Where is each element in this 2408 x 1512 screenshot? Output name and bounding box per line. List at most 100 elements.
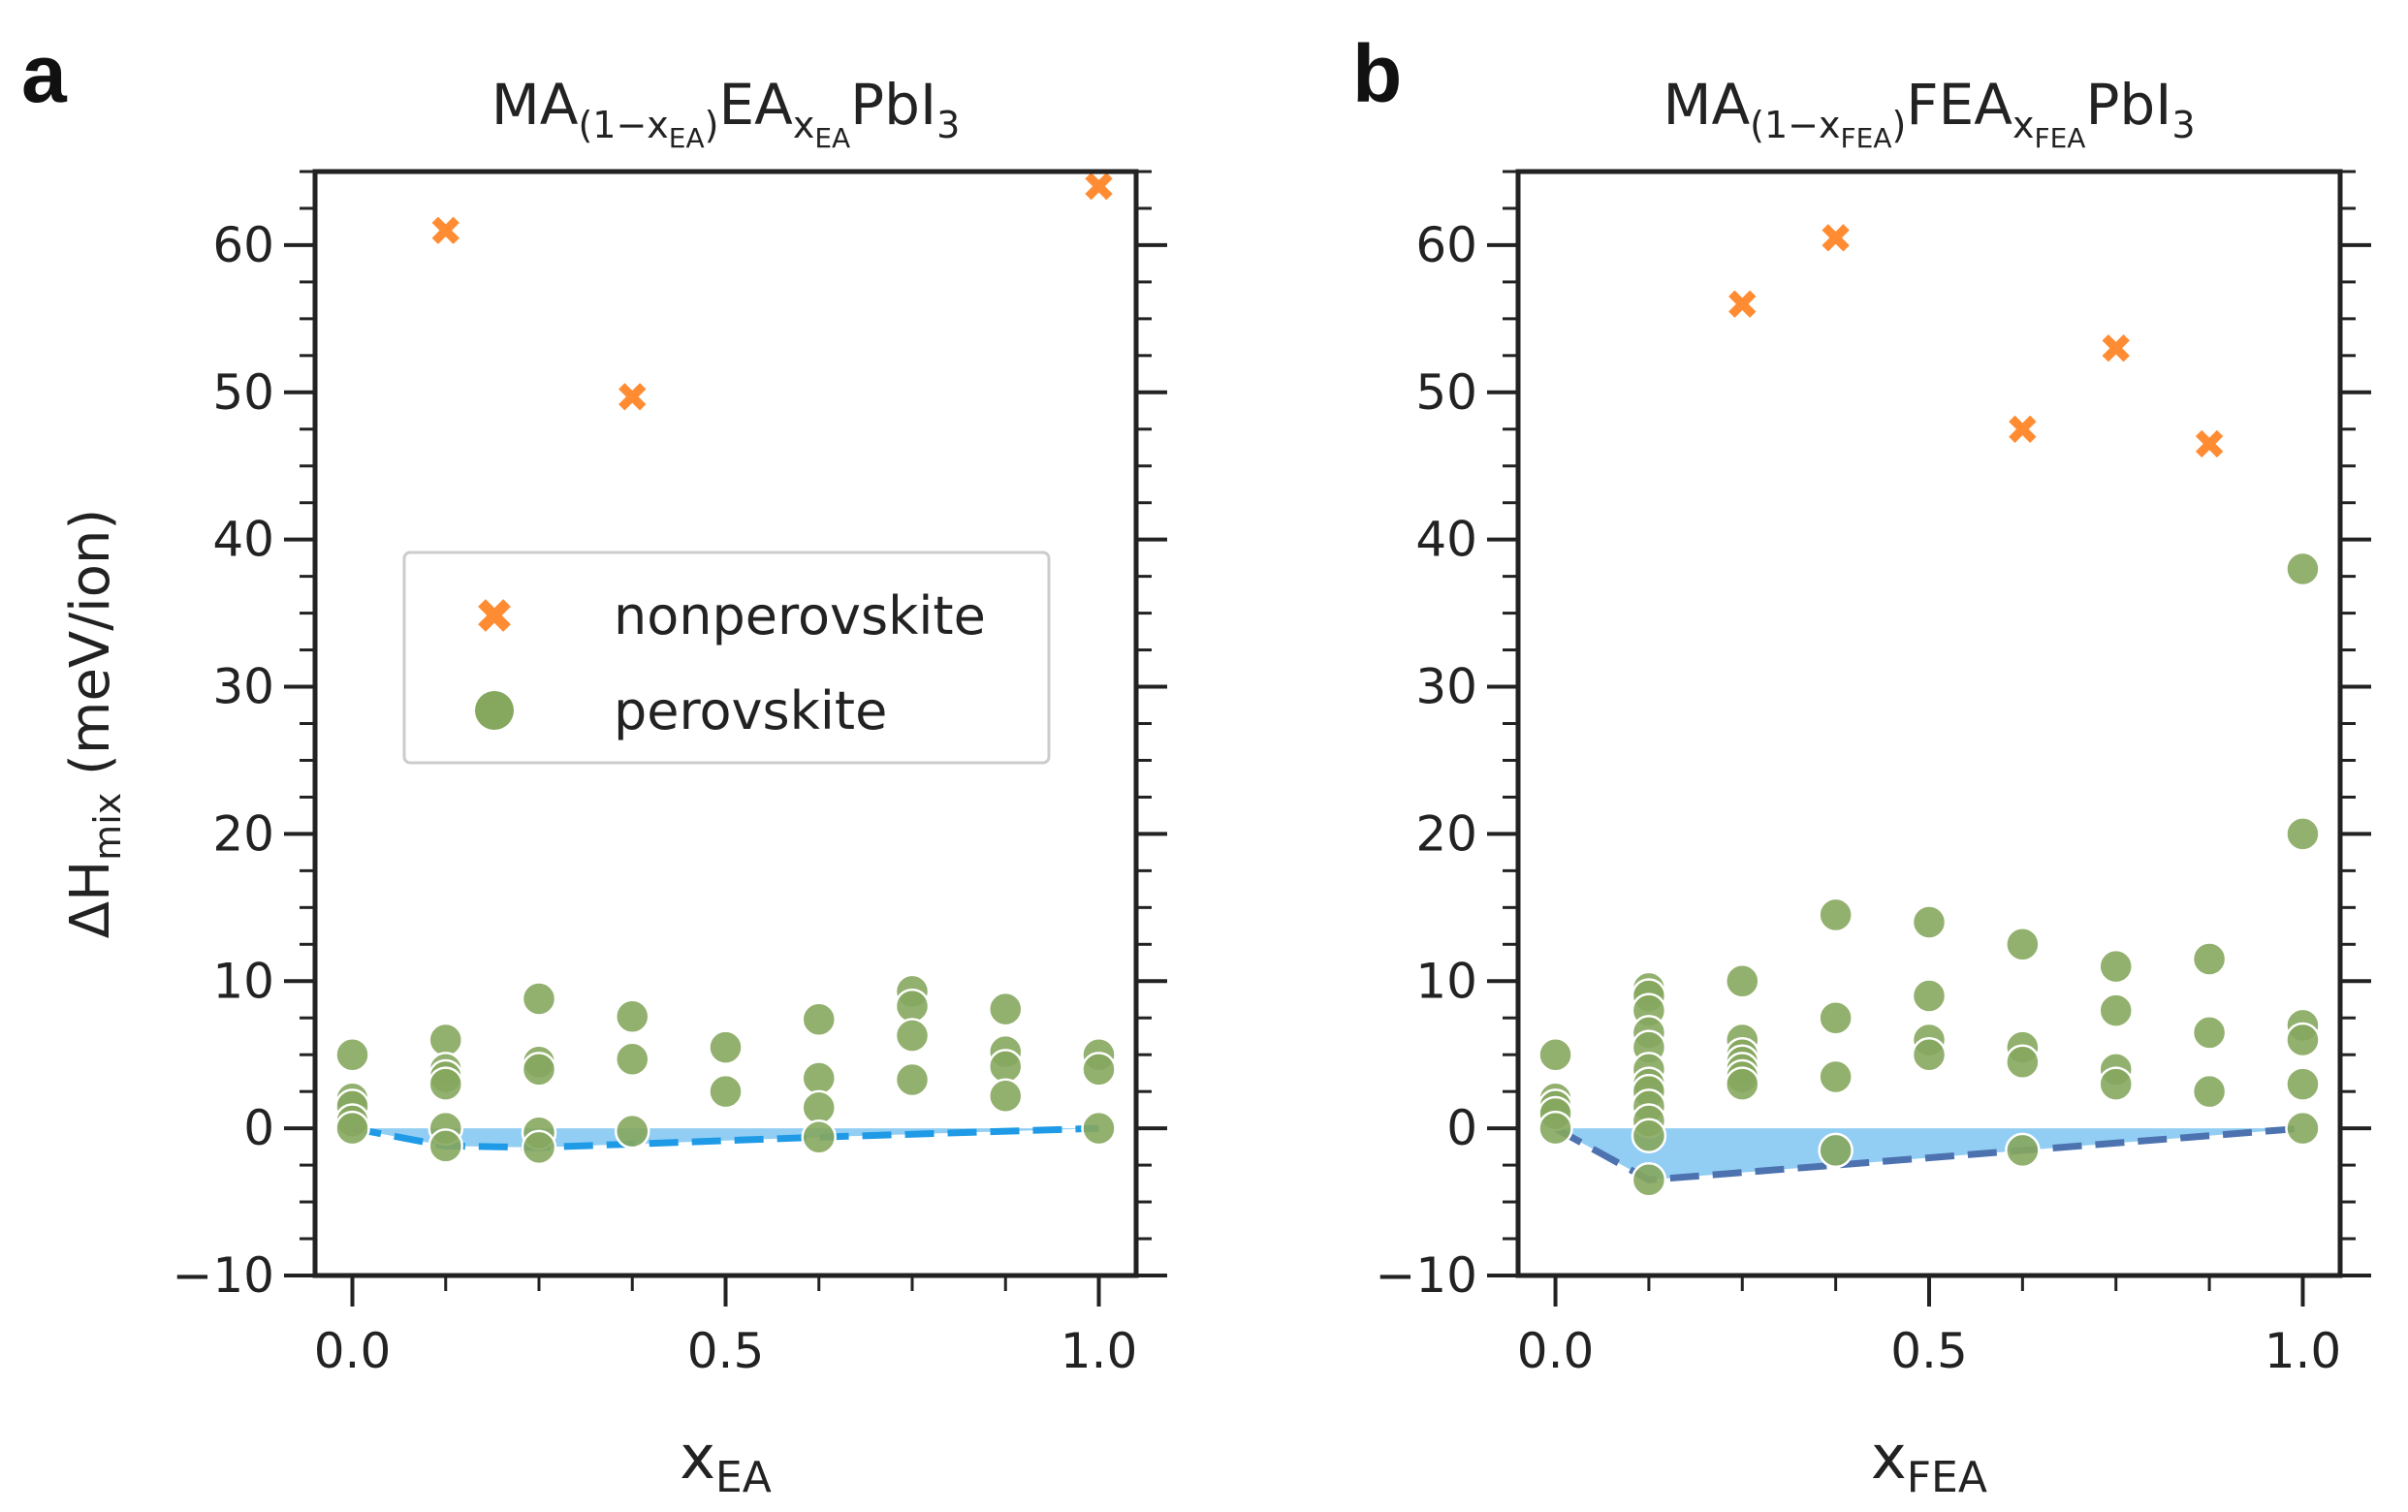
legend-circle-icon [475,691,514,730]
legend: nonperovskite perovskite [402,551,1051,765]
perovskite-point [2005,1132,2041,1169]
perovskite-point [2285,1066,2321,1102]
perovskite-point [801,1060,837,1096]
perovskite-point [334,1110,370,1147]
nonperovskite-point [2009,415,2037,443]
perovskite-point [2005,927,2041,962]
title-part: 3 [936,104,960,146]
nonperovskite-point [1085,173,1113,201]
panel-title: MA(1−xEA)EAxEAPbI3 [491,72,961,154]
title-part: PbI [2085,72,2171,138]
y-tick-label: −10 [1375,1247,1477,1304]
x-tick-label: 1.0 [2265,1323,2342,1379]
y-tick-label: 0 [1446,1100,1477,1156]
perovskite-point [1081,1110,1117,1147]
title-part: FEA [1841,122,1892,154]
perovskite-point [894,988,931,1024]
title-part: EA [718,72,793,138]
title-part: ) [705,104,719,146]
perovskite-point [1725,1066,1760,1102]
perovskite-point [521,1129,557,1166]
y-tick-label: 10 [1415,953,1477,1009]
perovskite-point [2005,1044,2041,1081]
perovskite-point [1818,897,1854,933]
perovskite-point [615,1113,650,1150]
y-tick-label: 0 [243,1100,274,1156]
x-axis-label: xEA [680,1422,772,1502]
title-part: x [2012,104,2035,146]
perovskite-point [2191,1015,2228,1051]
title-part: MA [491,72,579,138]
x-label-sub: FEA [1907,1453,1987,1502]
x-tick-label: 0.5 [687,1323,765,1379]
title-part: FEA [2034,122,2085,154]
title-part: 3 [2171,104,2195,146]
perovskite-point [1631,1162,1667,1198]
title-part: MA [1663,72,1750,138]
x-tick-label: 1.0 [1061,1323,1138,1379]
y-label-main: ΔH [59,861,122,938]
perovskite-point [708,1029,744,1065]
nonperovskite-point [431,216,459,244]
perovskite-point [2098,1066,2134,1102]
title-part: (1−x [1750,104,1840,146]
panel-label: a [21,28,68,119]
perovskite-point [428,1128,463,1164]
y-tick-label: 40 [1415,512,1477,568]
perovskite-point [988,1049,1024,1085]
perovskite-point [1725,963,1760,999]
nonperovskite-point [1728,290,1757,318]
title-part: (1−x [578,104,668,146]
y-tick-label: 40 [212,512,274,568]
perovskite-point [428,1022,463,1058]
x-tick-label: 0.0 [1517,1323,1595,1379]
title-part: FEA [1906,72,2012,138]
nonperovskite-point [618,383,647,411]
panel-title: MA(1−xFEA)FEAxFEAPbI3 [1663,72,2195,154]
y-tick-label: 50 [212,364,274,421]
perovskite-point [988,1078,1024,1114]
perovskite-point [2191,941,2228,977]
perovskite-point [521,1052,557,1087]
title-part: x [793,104,815,146]
perovskite-point [521,981,557,1017]
perovskite-point [894,1061,931,1098]
perovskite-point [801,1118,837,1155]
legend-label: nonperovskite [614,585,986,646]
perovskite-point [1537,1036,1573,1073]
perovskite-point [1081,1052,1117,1087]
y-tick-label: −10 [172,1247,274,1304]
y-tick-label: 60 [212,217,274,273]
perovskite-point [801,1001,837,1038]
title-part: ) [1891,104,1906,146]
perovskite-point [1911,904,1948,940]
y-tick-label: 10 [212,953,274,1009]
x-label-main: x [1871,1422,1907,1493]
perovskite-point [1818,999,1854,1036]
y-tick-label: 20 [1415,805,1477,862]
perovskite-point [2098,948,2134,985]
perovskite-point [2285,1022,2321,1058]
perovskite-point [2285,816,2321,852]
panel-label: b [1352,28,1402,119]
nonperovskite-point [1822,224,1850,252]
perovskite-point [1818,1132,1854,1169]
perovskite-point [1537,1110,1573,1147]
perovskite-point [615,998,650,1034]
legend-label: perovskite [614,680,887,741]
perovskite-point [615,1041,650,1078]
title-part: PbI [850,72,936,138]
perovskite-point [428,1066,463,1102]
perovskite-point [2285,551,2321,587]
x-label-main: x [680,1422,715,1493]
y-label-sub: mix [86,793,129,861]
x-tick-label: 0.5 [1890,1323,1968,1379]
perovskite-point [1911,1036,1948,1073]
x-label-sub: EA [715,1453,772,1502]
perovskite-point [2098,992,2134,1028]
y-tick-label: 60 [1415,217,1477,273]
y-label-unit: (meV/ion) [59,509,122,793]
perovskite-point [2285,1110,2321,1147]
title-part: EA [814,122,850,154]
